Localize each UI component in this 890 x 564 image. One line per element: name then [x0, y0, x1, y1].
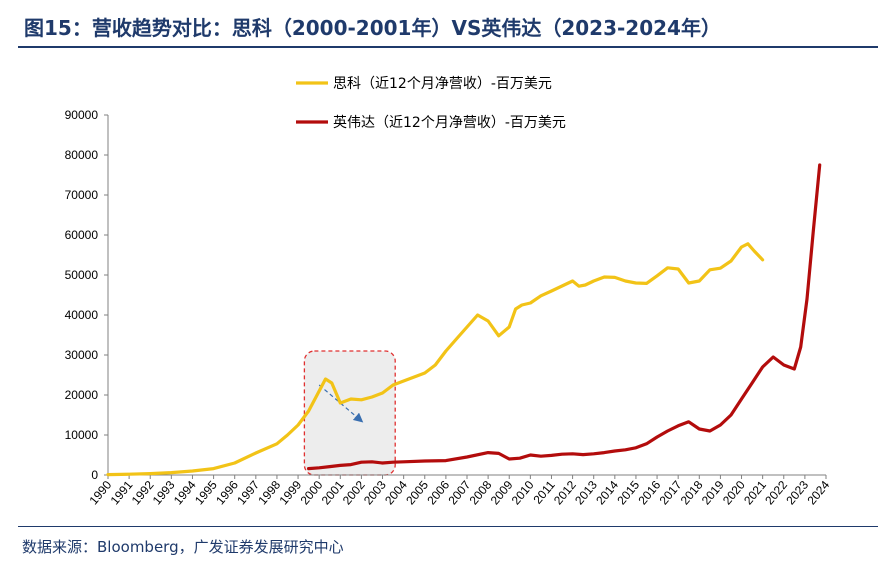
x-tick-label: 1997 — [234, 478, 262, 508]
y-tick-label: 40000 — [65, 308, 99, 322]
x-tick-label: 2013 — [572, 478, 600, 508]
x-tick-label: 1990 — [86, 478, 114, 508]
legend-label-cisco: 思科（近12个月净营收）-百万美元 — [333, 76, 552, 92]
x-tick-label: 2016 — [635, 478, 663, 508]
trend-arrow — [318, 384, 364, 423]
title-divider — [18, 46, 878, 48]
x-tick-label: 1994 — [171, 478, 199, 508]
x-tick-label: 2007 — [445, 478, 473, 508]
x-tick-label: 2000 — [298, 478, 326, 508]
x-tick-label: 2020 — [720, 478, 748, 508]
nvidia-revenue-line — [307, 163, 822, 471]
highlight-layer — [303, 350, 396, 476]
y-tick-label: 20000 — [65, 388, 99, 402]
x-tick-label: 2019 — [699, 478, 727, 508]
x-tick-label: 1993 — [150, 478, 178, 508]
x-tick-label: 2018 — [678, 478, 706, 508]
x-tick-label: 2008 — [467, 478, 495, 508]
x-tick-label: 1996 — [213, 478, 241, 508]
y-tick-label: 50000 — [65, 268, 99, 282]
x-tick-label: 2022 — [762, 478, 790, 508]
x-tick-label: 2014 — [593, 478, 621, 508]
source-divider — [18, 526, 878, 527]
x-tick-label: 2003 — [361, 478, 389, 508]
y-tick-label: 30000 — [65, 348, 99, 362]
x-tick-label: 2009 — [488, 478, 516, 508]
x-tick-label: 2002 — [340, 478, 368, 508]
x-tick-label: 1995 — [192, 478, 220, 508]
x-tick-label: 1998 — [255, 478, 283, 508]
x-tick-label: 2006 — [424, 478, 452, 508]
figure-title: 图15：营收趋势对比：思科（2000-2001年）VS英伟达（2023-2024… — [24, 16, 721, 40]
cisco-revenue-line — [106, 242, 765, 477]
x-tick-label: 2005 — [403, 478, 431, 508]
x-tick-label: 2021 — [741, 478, 769, 508]
y-tick-label: 0 — [91, 468, 98, 482]
x-tick-label: 2017 — [657, 478, 685, 508]
axes-layer: 0 10000 20000 30000 40000 50000 60000 70000 8000… — [65, 108, 833, 507]
legend-label-nvidia: 英伟达（近12个月净营收）-百万美元 — [333, 114, 566, 131]
x-tick-label: 2024 — [804, 478, 832, 508]
x-tick-label: 2023 — [783, 478, 811, 508]
highlight-box — [303, 350, 396, 476]
series-layer — [106, 163, 822, 477]
y-tick-label: 60000 — [65, 228, 99, 242]
x-tick-label: 2001 — [319, 478, 347, 508]
x-tick-label: 2010 — [509, 478, 537, 508]
y-tick-label: 90000 — [65, 108, 99, 122]
y-tick-label: 80000 — [65, 148, 99, 162]
x-tick-label: 2011 — [530, 478, 558, 507]
y-tick-label: 10000 — [65, 428, 99, 442]
y-tick-label: 70000 — [65, 188, 99, 202]
source-note: 数据来源：Bloomberg，广发证券发展研究中心 — [22, 538, 344, 556]
x-tick-label: 2012 — [551, 478, 579, 508]
x-tick-label: 1991 — [108, 478, 136, 508]
x-tick-label: 2004 — [382, 478, 410, 508]
x-tick-label: 1992 — [129, 478, 157, 508]
x-tick-label: 2015 — [614, 478, 642, 508]
x-tick-label: 1999 — [276, 478, 304, 508]
